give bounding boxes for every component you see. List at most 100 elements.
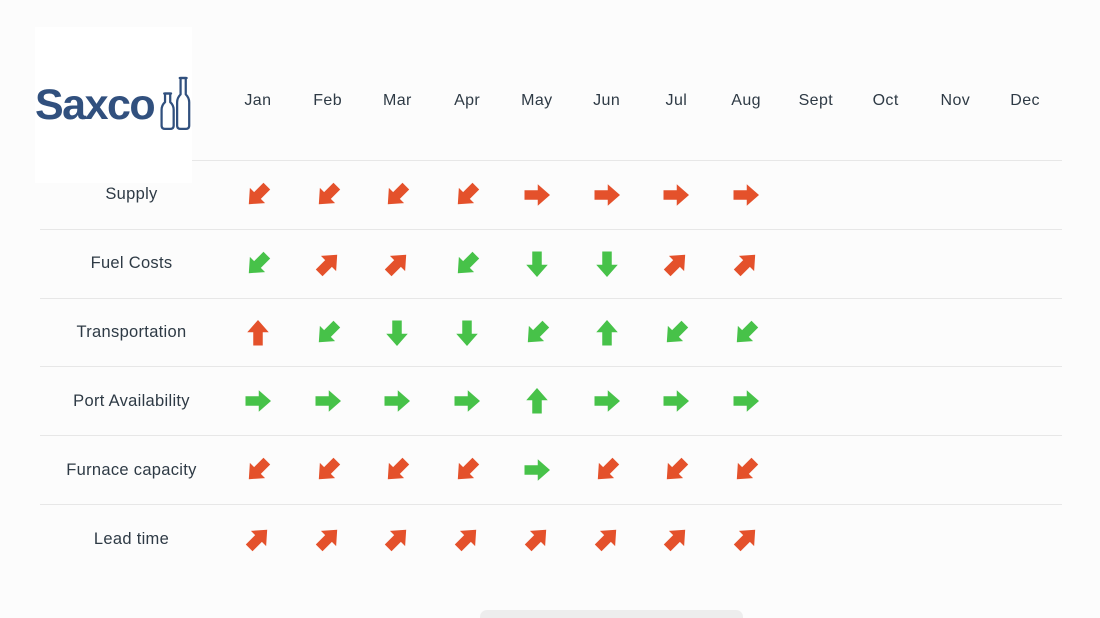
trend-arrow-up-right-icon <box>245 530 268 552</box>
trend-arrow-down-icon <box>456 320 478 346</box>
trend-cell <box>502 230 572 298</box>
trend-arrow-up-right-icon <box>733 254 756 276</box>
trend-cell <box>781 299 851 367</box>
trend-row: Supply <box>40 161 1062 230</box>
trend-cell <box>363 505 433 573</box>
trend-cell <box>990 367 1060 435</box>
trend-arrow-down-left-icon <box>597 457 619 480</box>
trend-cell <box>990 230 1060 298</box>
trend-cell <box>711 299 781 367</box>
trend-arrow-up-right-icon <box>664 530 686 552</box>
trend-arrow-down-left-icon <box>318 182 340 205</box>
trend-arrow-up-icon <box>526 388 548 414</box>
trend-arrow-down-left-icon <box>457 457 480 480</box>
month-label-feb: Feb <box>313 92 343 109</box>
trend-cell <box>851 436 921 504</box>
trend-arrow-down-left-icon <box>667 320 689 342</box>
trend-cell <box>502 299 572 367</box>
trend-cells <box>223 367 1060 435</box>
bottom-bar <box>480 610 743 618</box>
trend-cell <box>363 436 433 504</box>
trend-arrow-right-icon <box>245 390 271 413</box>
trend-cell <box>223 436 293 504</box>
trend-arrow-up-right-icon <box>524 530 547 552</box>
trend-cell <box>851 161 921 229</box>
trend-cell <box>711 161 781 229</box>
trend-arrow-down-left-icon <box>527 320 550 342</box>
month-label-apr: Apr <box>454 92 481 109</box>
trend-cell <box>293 299 363 367</box>
trend-arrow-down-left-icon <box>388 457 410 480</box>
trend-cell <box>572 299 642 367</box>
row-label: Furnace capacity <box>66 460 197 479</box>
trend-cell <box>293 367 363 435</box>
trend-cell <box>711 230 781 298</box>
trend-arrow-right-icon <box>733 184 760 206</box>
trend-row: Lead time <box>40 505 1062 574</box>
trend-arrow-up-right-icon <box>454 530 477 552</box>
trend-arrow-down-left-icon <box>248 251 271 273</box>
row-label: Port Availability <box>73 391 190 410</box>
trend-cell <box>921 505 991 573</box>
trend-cell <box>223 299 293 367</box>
trend-arrow-up-right-icon <box>385 530 407 552</box>
row-label: Lead time <box>93 529 170 548</box>
trend-cell <box>851 230 921 298</box>
trend-cell <box>572 436 642 504</box>
trend-cells <box>223 505 1060 573</box>
month-label-dec: Dec <box>1010 92 1040 109</box>
trend-cell <box>363 367 433 435</box>
trend-arrow-right-icon <box>454 390 481 413</box>
trend-cell <box>781 161 851 229</box>
row-label: Transportation <box>76 322 187 341</box>
trend-row: Furnace capacity <box>40 436 1062 505</box>
trend-arrow-down-icon <box>595 251 618 277</box>
trend-cell <box>921 367 991 435</box>
trend-arrow-right-icon <box>663 184 690 206</box>
trend-cells <box>223 161 1060 229</box>
trend-cell <box>990 299 1060 367</box>
trend-cells <box>223 299 1060 367</box>
trend-cell <box>432 367 502 435</box>
trend-arrow-down-left-icon <box>457 251 480 273</box>
trend-cell <box>851 299 921 367</box>
trend-cell <box>921 436 991 504</box>
trend-cell <box>642 505 712 573</box>
trend-arrow-down-left-icon <box>318 320 340 342</box>
trend-cell <box>990 161 1060 229</box>
trend-cell <box>432 299 502 367</box>
trend-cell <box>223 505 293 573</box>
trend-cell <box>572 367 642 435</box>
trend-arrow-up-icon <box>595 319 618 345</box>
trend-cell <box>432 161 502 229</box>
trend-cell <box>432 505 502 573</box>
trend-arrow-right-icon <box>594 184 620 206</box>
logo: Saxco <box>35 27 192 183</box>
trend-cell <box>502 161 572 229</box>
trend-cell <box>363 230 433 298</box>
trend-cell <box>502 436 572 504</box>
trend-cell <box>502 367 572 435</box>
trend-cell <box>711 436 781 504</box>
trend-arrow-up-right-icon <box>385 254 407 276</box>
trend-cell <box>432 230 502 298</box>
month-header-row: Jan Feb Mar Apr May Jun Jul Aug Sept Oct Nov Dec <box>223 86 1060 116</box>
month-label-nov: Nov <box>940 92 971 109</box>
trend-cell <box>572 505 642 573</box>
trend-cell <box>990 436 1060 504</box>
row-label: Supply <box>105 185 158 204</box>
logo-text: Saxco <box>35 80 156 129</box>
trend-cell <box>921 161 991 229</box>
trend-arrow-right-icon <box>384 390 411 413</box>
trend-cell <box>223 230 293 298</box>
trend-arrow-down-icon <box>386 320 409 346</box>
trend-arrow-right-icon <box>663 390 690 413</box>
month-label-mar: Mar <box>382 92 412 109</box>
trend-cell <box>990 505 1060 573</box>
trend-cell <box>781 505 851 573</box>
row-label: Fuel Costs <box>90 254 173 273</box>
trend-arrow-up-right-icon <box>315 254 337 276</box>
trend-arrow-down-left-icon <box>667 457 689 480</box>
month-label-may: May <box>521 92 553 109</box>
